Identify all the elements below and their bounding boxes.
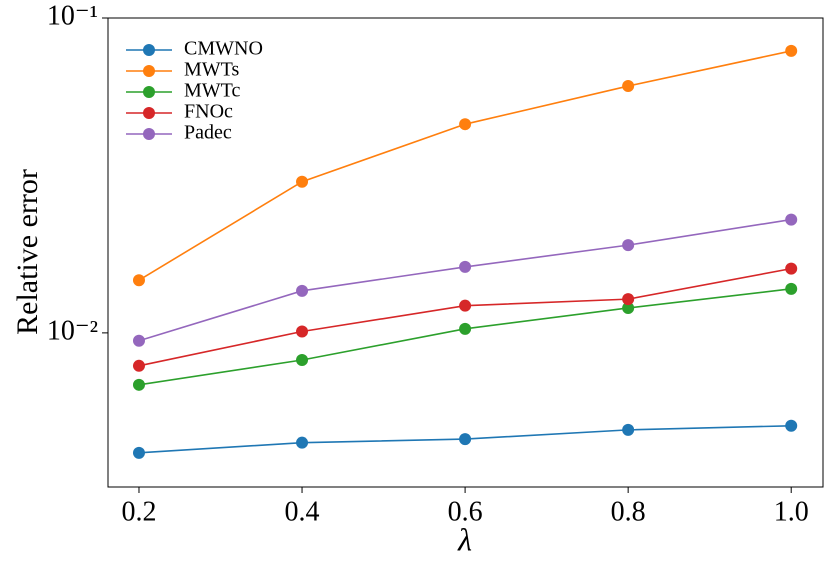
data-point [132, 446, 145, 459]
data-point [459, 433, 472, 446]
x-tick-label: 0.6 [448, 496, 483, 527]
data-point [785, 419, 798, 432]
data-point [785, 213, 798, 226]
data-point [296, 284, 309, 297]
x-tick-label: 0.8 [611, 496, 646, 527]
data-point [459, 322, 472, 335]
legend-marker [143, 65, 155, 77]
data-point [296, 175, 309, 188]
series-line [138, 267, 792, 367]
data-point [296, 436, 309, 449]
data-point [459, 118, 472, 131]
data-point [132, 359, 145, 372]
y-axis-label: Relative error [11, 169, 44, 335]
legend-label: MWTc [184, 80, 240, 102]
x-axis-label: λ [457, 521, 472, 557]
data-point [785, 44, 798, 57]
legend-marker [143, 107, 155, 119]
data-point [622, 423, 635, 436]
data-point [296, 325, 309, 338]
legend-marker [143, 86, 155, 98]
y-tick-label: 10⁻¹ [47, 0, 98, 31]
data-point [622, 293, 635, 306]
x-tick-label: 0.4 [285, 496, 320, 527]
data-point [785, 262, 798, 275]
series-line [138, 218, 792, 342]
data-point [622, 80, 635, 93]
legend-label: Padec [184, 122, 232, 144]
data-point [622, 239, 635, 252]
data-point [785, 282, 798, 295]
legend-marker [143, 128, 155, 140]
data-point [132, 334, 145, 347]
data-point [459, 299, 472, 312]
legend-label: CMWNO [184, 38, 263, 60]
legend-label: FNOc [184, 101, 233, 123]
data-point [459, 260, 472, 273]
legend-marker [143, 44, 155, 56]
data-point [132, 274, 145, 287]
data-point [296, 354, 309, 367]
x-tick-label: 0.2 [121, 496, 156, 527]
legend-label: MWTs [184, 59, 239, 81]
x-tick-label: 1.0 [774, 496, 809, 527]
y-tick-label: 10⁻² [47, 315, 98, 346]
data-point [132, 378, 145, 391]
data-point [622, 301, 635, 314]
